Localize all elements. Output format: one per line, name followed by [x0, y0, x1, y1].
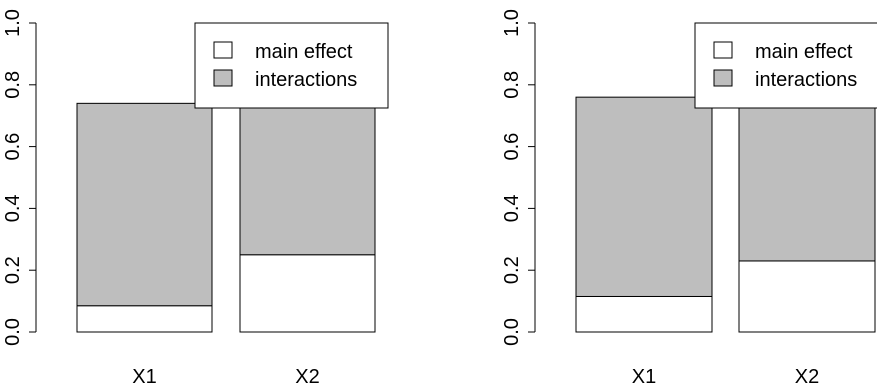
- x-tick-label-1-X2: X2: [295, 366, 319, 388]
- y-tick-label-1-3: 0.6: [2, 133, 24, 161]
- bar-2-X1-main-effect: [575, 295, 713, 333]
- x-tick-label-2-X2: X2: [795, 366, 819, 388]
- legend-swatch-2-1: [713, 69, 733, 87]
- y-tick-label-2-3: 0.6: [501, 133, 523, 161]
- y-tick-label-2-5: 1.0: [501, 9, 523, 37]
- bar-1-X1-interactions: [76, 102, 213, 307]
- y-tick-label-1-4: 0.8: [2, 71, 24, 99]
- legend-label-1-1: interactions: [255, 69, 357, 91]
- legend-swatch-1-1: [213, 69, 233, 87]
- legend-label-2-1: interactions: [755, 69, 857, 91]
- legend-swatch-2-0: [713, 41, 733, 59]
- legend-box-1: [194, 22, 389, 109]
- y-tick-label-2-1: 0.2: [501, 256, 523, 284]
- y-tick-label-2-0: 0.0: [501, 318, 523, 346]
- y-tick-label-1-5: 1.0: [2, 9, 24, 37]
- bar-2-X1-interactions: [575, 96, 713, 297]
- bar-1-X2-main-effect: [239, 254, 376, 333]
- y-tick-label-1-1: 0.2: [2, 256, 24, 284]
- y-tick-label-1-2: 0.4: [2, 194, 24, 222]
- y-tick-label-2-4: 0.8: [501, 71, 523, 99]
- bar-2-X2-main-effect: [738, 260, 876, 333]
- y-tick-label-1-0: 0.0: [2, 318, 24, 346]
- x-tick-label-1-X1: X1: [132, 366, 156, 388]
- legend-swatch-1-0: [213, 41, 233, 59]
- legend-box-2: [694, 22, 877, 109]
- x-tick-label-2-X1: X1: [632, 366, 656, 388]
- y-tick-label-2-2: 0.4: [501, 194, 523, 222]
- legend-label-1-0: main effect: [255, 41, 353, 63]
- bar-1-X1-main-effect: [76, 305, 213, 333]
- legend-label-2-0: main effect: [755, 41, 853, 63]
